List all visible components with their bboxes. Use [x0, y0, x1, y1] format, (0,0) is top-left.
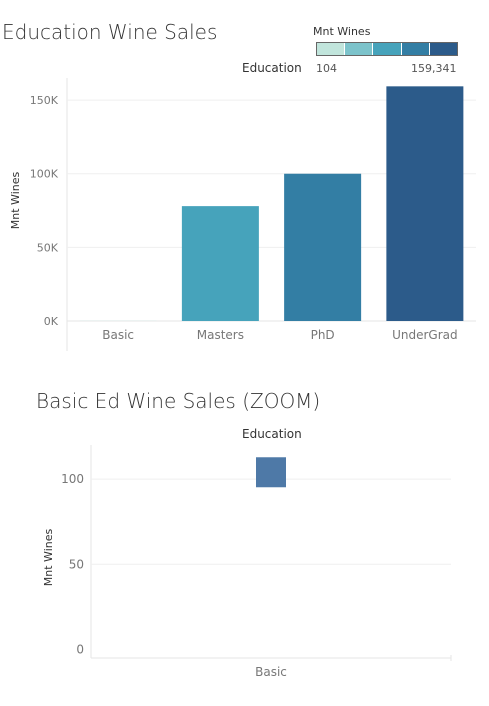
- y-axis-label-zoom: Mnt Wines: [42, 529, 55, 587]
- y-tick-label-zoom: 100: [61, 472, 84, 486]
- color-legend-scale: [316, 42, 458, 56]
- legend-swatch-3: [401, 43, 430, 55]
- y-tick-label-zoom: 50: [69, 557, 84, 571]
- y-tick-label: 150K: [30, 94, 59, 107]
- color-legend-title: Mnt Wines: [313, 25, 371, 38]
- x-tick-label: Basic: [102, 328, 134, 342]
- y-tick-label: 50K: [37, 241, 59, 254]
- chart-title-main: Education Wine Sales: [2, 20, 218, 44]
- y-tick-label: 0K: [44, 315, 59, 328]
- legend-swatch-4: [429, 43, 458, 55]
- chart-main: 0K 50K 100K 150K Basic Masters PhD UnderGrad Mnt…: [9, 78, 476, 351]
- legend-swatch-0: [317, 43, 346, 55]
- color-legend-max: 159,341: [411, 62, 457, 75]
- y-tick-label-zoom: 0: [76, 642, 84, 656]
- x-tick-label: Masters: [197, 328, 244, 342]
- x-tick-label-zoom: Basic: [255, 665, 287, 679]
- bar-basic-zoom: [256, 457, 286, 488]
- bar-phd: [284, 173, 362, 321]
- y-tick-label: 100K: [30, 168, 59, 181]
- bar-undergrad: [386, 86, 464, 321]
- x-tick-label: PhD: [311, 328, 335, 342]
- y-axis-label: Mnt Wines: [9, 172, 22, 230]
- legend-swatch-1: [345, 43, 374, 55]
- legend-swatch-2: [373, 43, 402, 55]
- column-header-education: Education: [242, 61, 302, 75]
- bar-masters: [181, 206, 259, 321]
- color-legend-min: 104: [316, 62, 337, 75]
- chart-title-zoom: Basic Ed Wine Sales (ZOOM): [36, 389, 321, 413]
- column-header-education-zoom: Education: [242, 427, 302, 441]
- x-tick-label: UnderGrad: [392, 328, 458, 342]
